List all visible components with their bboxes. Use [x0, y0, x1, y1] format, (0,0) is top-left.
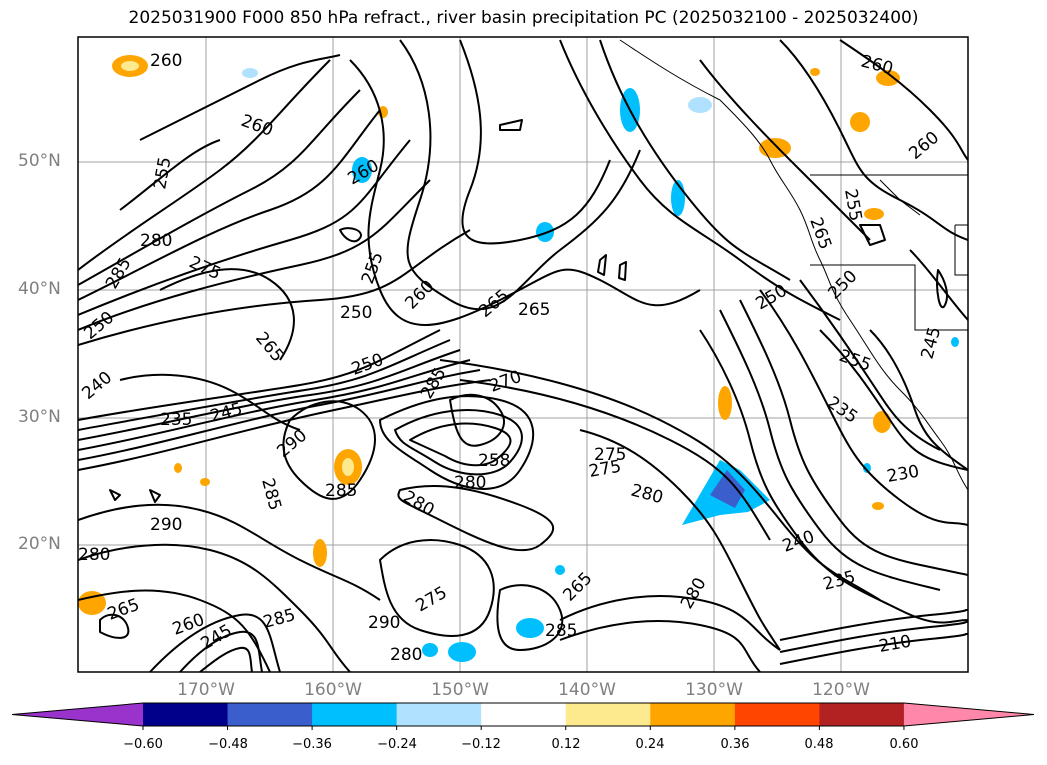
precip-blob — [951, 337, 959, 347]
colorbar-segment — [734, 703, 820, 726]
precip-blob — [876, 70, 900, 86]
colorbar-extend-high — [903, 703, 1034, 726]
colorbar-tick-label: −0.24 — [377, 737, 417, 752]
colorbar-tick-label: 0.60 — [889, 737, 919, 752]
precip-blob — [810, 68, 820, 76]
colorbar-segment — [396, 703, 482, 726]
precip-blob — [850, 112, 870, 132]
precip-blob — [78, 591, 106, 615]
lon-label: 120°W — [812, 680, 870, 700]
colorbar-tick-label: −0.12 — [461, 737, 501, 752]
precip-blob — [536, 222, 554, 242]
colorbar-segment — [312, 703, 398, 726]
lon-label: 150°W — [431, 680, 489, 700]
contour-label: 280 — [140, 231, 172, 251]
colorbar-segment — [227, 703, 313, 726]
precip-blob — [121, 61, 139, 71]
contour-label: 285 — [325, 481, 357, 501]
colorbar-segment — [650, 703, 736, 726]
precip-blob — [448, 642, 476, 662]
lat-label: 20°N — [18, 534, 61, 554]
lat-label: 30°N — [18, 407, 61, 427]
colorbar-tick-label: −0.48 — [208, 737, 248, 752]
refractivity-contours — [78, 39, 968, 672]
lat-label: 40°N — [18, 279, 61, 299]
lon-label: 160°W — [304, 680, 362, 700]
colorbar-tick-label: 0.24 — [635, 737, 665, 752]
colorbar-segment — [143, 703, 229, 726]
precip-blob — [863, 463, 871, 473]
colorbar-segment — [565, 703, 651, 726]
precip-blob — [516, 618, 544, 638]
precip-blob — [174, 463, 182, 473]
contour-label: 280 — [454, 473, 486, 493]
contour-label: 290 — [150, 515, 182, 535]
contour-label: 235 — [160, 410, 192, 430]
gridlines — [78, 37, 968, 672]
precip-blob — [342, 458, 354, 476]
contour-label: 258 — [478, 451, 510, 471]
map-panel — [78, 37, 968, 672]
colorbar-tick-label: 0.48 — [804, 737, 834, 752]
contour-label: 265 — [518, 300, 550, 320]
precip-blob — [873, 411, 891, 433]
precip-blob — [555, 565, 565, 575]
colorbar — [11, 702, 1035, 730]
precip-blob — [242, 68, 258, 78]
map-title: 2025031900 F000 850 hPa refract., river … — [128, 8, 919, 28]
colorbar-tick-label: 0.12 — [551, 737, 581, 752]
lon-label: 130°W — [685, 680, 743, 700]
contour-label: 250 — [340, 303, 372, 323]
contour-label: 280 — [390, 645, 422, 665]
precip-blob — [313, 539, 327, 567]
precip-blob — [422, 643, 438, 657]
precip-blob — [872, 502, 884, 510]
contour-label: 275 — [594, 445, 626, 465]
coastlines — [619, 39, 968, 491]
colorbar-segment — [819, 703, 905, 726]
contour-label: 280 — [78, 545, 110, 565]
precip-blob — [200, 478, 210, 486]
lon-label: 140°W — [558, 680, 616, 700]
lon-label: 170°W — [177, 680, 235, 700]
contour-label: 290 — [368, 613, 400, 633]
precip-blob — [710, 470, 745, 508]
precip-blob — [864, 208, 884, 220]
precip-blob — [718, 386, 732, 420]
colorbar-tick-label: 0.36 — [720, 737, 750, 752]
colorbar-tick-label: −0.36 — [292, 737, 332, 752]
map-border — [77, 36, 969, 673]
lat-label: 50°N — [18, 151, 61, 171]
precip-blob — [688, 97, 712, 113]
colorbar-extend-low — [12, 703, 143, 726]
contour-label: 260 — [150, 51, 182, 71]
contour-label: 285 — [545, 621, 577, 641]
colorbar-tick-label: −0.60 — [123, 737, 163, 752]
precip-blob — [352, 157, 372, 183]
colorbar-segment — [481, 703, 567, 726]
